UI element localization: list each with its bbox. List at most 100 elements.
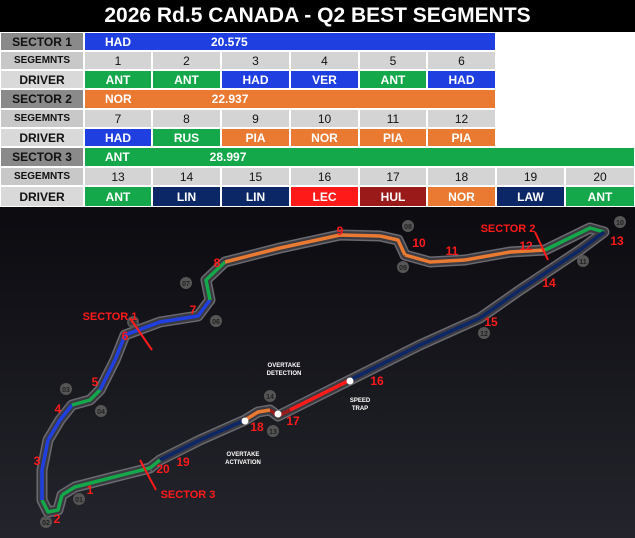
segment-label: 14 [542, 276, 556, 290]
track-segment [124, 298, 212, 337]
annotation: OVERTAKE [268, 363, 301, 369]
segment-label: 20 [156, 462, 170, 476]
segment-number: 19 [496, 167, 565, 186]
segment-label: 12 [519, 239, 533, 253]
annotation: DETECTION [267, 371, 302, 377]
turn-marker [60, 383, 72, 395]
marker-dot [241, 417, 249, 425]
segment-label: 19 [176, 455, 190, 469]
sector-driver: HAD [105, 34, 131, 49]
turn-marker [267, 425, 279, 437]
annotation: TRAP [352, 406, 368, 412]
segment-label: 8 [214, 256, 221, 270]
turn-marker [210, 315, 222, 327]
turn-label: 01 [75, 497, 83, 504]
driver-label: DRIVER [0, 70, 84, 89]
title: 2026 Rd.5 CANADA - Q2 BEST SEGMENTS [0, 0, 635, 32]
track-segment [159, 418, 246, 462]
sector-line [139, 459, 157, 491]
sector-bar: HAD 20.575 [84, 32, 496, 51]
segment-driver: RUS [152, 128, 221, 147]
segment-number: 18 [427, 167, 496, 186]
segments-label: SEGEMNTS [0, 109, 84, 128]
segment-label: 13 [610, 234, 624, 248]
segment-number: 4 [290, 51, 359, 70]
segment-label: 3 [34, 454, 41, 468]
segment-number: 14 [152, 167, 221, 186]
segment-driver: ANT [84, 186, 152, 207]
track-segment [71, 388, 102, 407]
marker-dot [346, 377, 354, 385]
segment-label: 10 [412, 236, 426, 250]
segment-driver: ANT [152, 70, 221, 89]
map-background [0, 207, 635, 538]
track-segment [40, 439, 50, 500]
turn-label: 10 [616, 220, 624, 227]
segment-label: 9 [337, 224, 344, 238]
segment-driver: LIN [221, 186, 290, 207]
segment-driver: LAW [496, 186, 565, 207]
sector-time: 22.937 [211, 92, 249, 106]
track-segment [349, 316, 481, 382]
segment-label: 1 [87, 483, 94, 497]
turn-label: 12 [480, 331, 488, 338]
segment-driver: HAD [221, 70, 290, 89]
segment-label: 16 [370, 374, 384, 388]
track-segment [464, 248, 546, 262]
track-segment [404, 253, 466, 264]
segment-driver: HAD [84, 128, 152, 147]
segment-number: 20 [565, 167, 635, 186]
segment-number: 8 [152, 109, 221, 128]
turn-label: 03 [62, 387, 70, 394]
turn-marker [402, 220, 414, 232]
segment-label: 4 [55, 402, 62, 416]
track-segment [61, 466, 151, 497]
sector-driver: ANT [105, 150, 130, 164]
turn-label: 02 [42, 520, 50, 527]
sector-time: 20.575 [211, 34, 248, 49]
segment-number: 15 [221, 167, 290, 186]
segments-label: SEGEMNTS [0, 167, 84, 186]
sector-label: SECTOR 2 [0, 89, 84, 109]
track-segment [544, 226, 605, 252]
sector-label: SECTOR 1 [0, 32, 84, 51]
segment-label: 18 [250, 420, 264, 434]
segment-label: 7 [190, 303, 197, 317]
track-segment [224, 233, 381, 264]
segment-driver: HUL [359, 186, 427, 207]
track-segment [204, 260, 227, 301]
segment-number: 3 [221, 51, 290, 70]
segment-driver: LEC [290, 186, 359, 207]
turn-marker [180, 277, 192, 289]
turn-marker [264, 390, 276, 402]
sector-bar: NOR 22.937 [84, 89, 496, 109]
segment-label: 2 [54, 512, 61, 526]
driver-label: DRIVER [0, 186, 84, 207]
annotation: OVERTAKE [227, 452, 260, 458]
turn-marker [73, 493, 85, 505]
segment-number: 16 [290, 167, 359, 186]
segment-label: 6 [122, 329, 129, 343]
segment-number: 11 [359, 109, 427, 128]
segment-number: 1 [84, 51, 152, 70]
segment-driver: ANT [565, 186, 635, 207]
turn-marker [397, 261, 409, 273]
sector-map-label: SECTOR 1 [83, 311, 138, 323]
segment-driver: LIN [152, 186, 221, 207]
segment-number: 13 [84, 167, 152, 186]
turn-label: 09 [399, 265, 407, 272]
sector-map-label: SECTOR 2 [481, 223, 536, 235]
sector-label: SECTOR 3 [0, 147, 84, 167]
turn-label: 13 [269, 429, 277, 436]
turn-marker [40, 516, 52, 528]
track-segment [244, 408, 271, 422]
segment-number: 12 [427, 109, 496, 128]
segment-driver: HAD [427, 70, 496, 89]
segment-number: 10 [290, 109, 359, 128]
segment-number: 9 [221, 109, 290, 128]
turn-label: 07 [182, 281, 190, 288]
track-segment [478, 230, 606, 320]
